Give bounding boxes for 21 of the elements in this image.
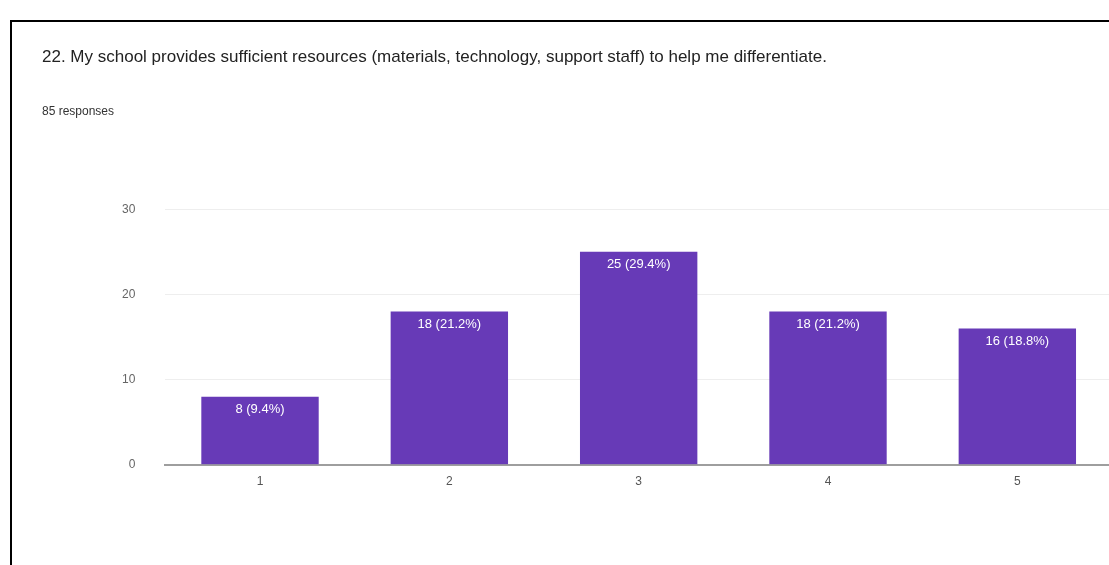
x-tick-label: 1 — [256, 474, 264, 489]
x-tick-label: 5 — [1013, 474, 1021, 489]
y-tick-label: 10 — [121, 371, 136, 386]
bar — [769, 311, 887, 465]
chart-subtitle: 85 responses — [42, 104, 115, 118]
bar — [958, 328, 1077, 465]
y-tick-label: 20 — [121, 286, 136, 301]
chart-title: 22. My school provides sufficient resources (materials, technology, support staff) to help me differentiate. — [42, 46, 828, 68]
bar — [201, 396, 319, 465]
data-label: 25 (29.4%) — [606, 255, 671, 271]
data-label: 18 (21.2%) — [796, 315, 860, 331]
x-tick-label: 3 — [635, 474, 643, 489]
data-label: 8 (9.4%) — [235, 400, 285, 416]
x-tick-label: 4 — [824, 474, 832, 489]
data-label: 16 (18.8%) — [985, 332, 1050, 348]
x-tick-label: 2 — [446, 474, 453, 489]
bar — [579, 251, 698, 465]
y-tick-label: 0 — [128, 457, 136, 472]
y-tick-label: 30 — [121, 201, 136, 216]
bar — [390, 311, 509, 465]
data-label: 18 (21.2%) — [417, 315, 482, 331]
